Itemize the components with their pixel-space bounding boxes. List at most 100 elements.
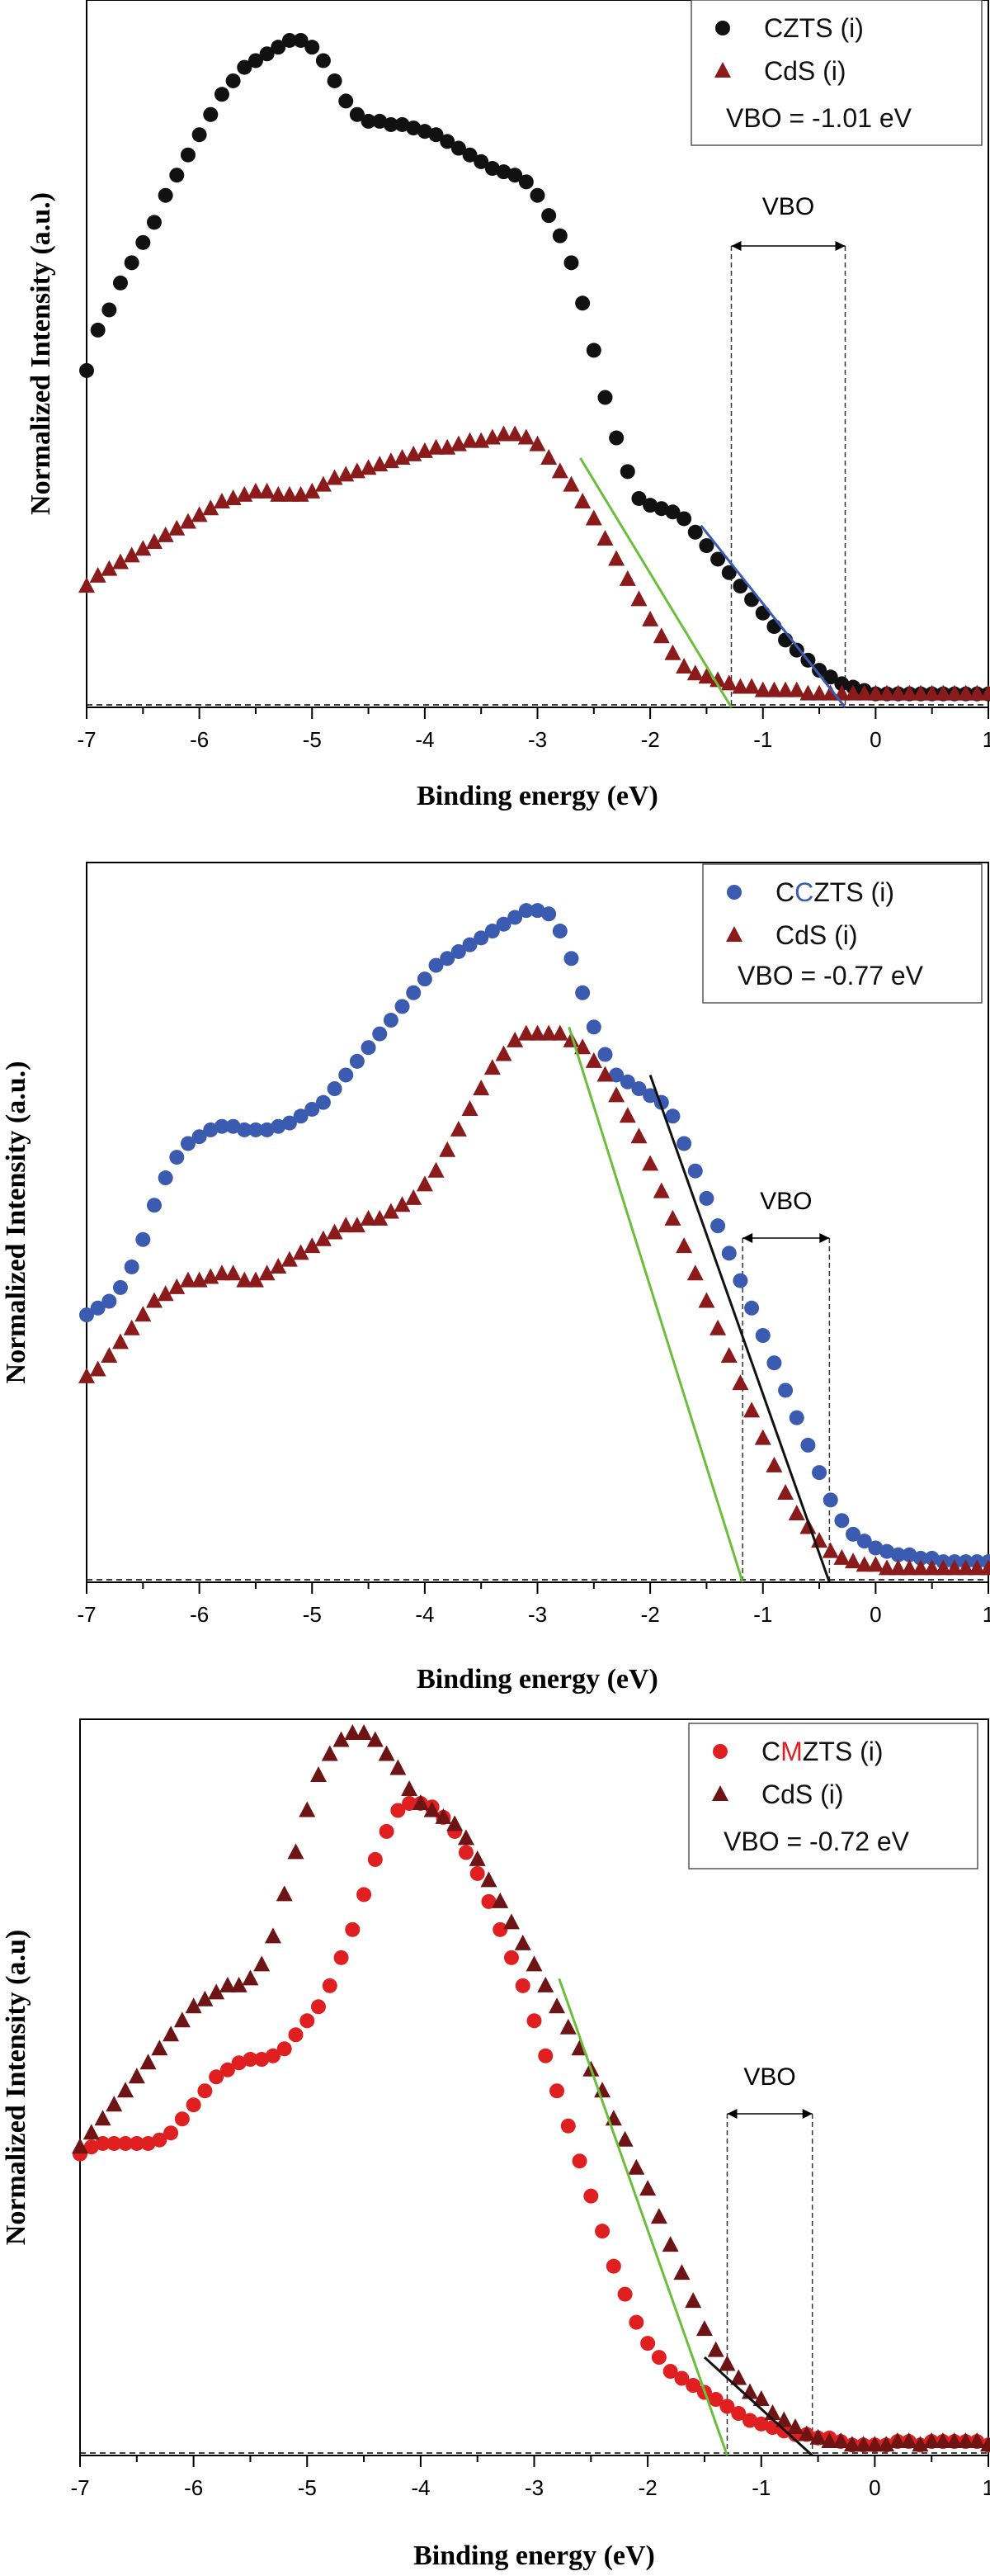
data-point [664,644,681,660]
x-tick-label: 1 [983,727,990,752]
data-point [662,2236,679,2252]
data-point [901,684,918,701]
data-point [674,2370,690,2386]
x-tick-label: -4 [415,727,434,752]
data-point [382,1203,399,1219]
data-point [168,519,186,536]
legend-label-part: M [780,1737,803,1766]
data-point [435,1808,452,1824]
data-point [616,2130,634,2147]
data-point [695,2320,713,2337]
data-point [664,1209,681,1226]
data-point [186,2097,201,2113]
data-point [337,1217,355,1233]
data-point [111,1333,129,1349]
data-point [483,1059,501,1075]
data-point [450,943,466,959]
data-point [686,1264,704,1281]
data-point [583,2188,599,2204]
data-point [529,1024,546,1041]
data-point [492,1892,509,1908]
legend-vbo-note: VBO = -0.77 eV [738,961,924,990]
data-point [180,1136,196,1151]
legend-label: CCZTS (i) [776,877,894,907]
x-tick-label: -2 [641,1602,660,1627]
data-point [265,2048,280,2063]
data-point [322,1978,337,1993]
data-point [732,678,749,694]
data-point [766,681,783,697]
data-point [169,168,185,183]
data-point [247,1271,264,1288]
data-point [788,681,805,697]
vbo-arrowhead-right [819,1233,830,1243]
data-point [517,1024,535,1041]
data-point [157,1285,174,1302]
data-point [653,1182,670,1198]
data-point [450,1120,467,1137]
data-point [832,2432,850,2449]
chart-panel-czts: -7 -6 -5 -4 -3 -2 -1 0 1 Binding energy (eV) Norma… [26,0,990,811]
legend-box [702,863,983,1004]
data-point [259,46,275,62]
data-point [743,1401,761,1418]
data-point [495,425,512,442]
data-point [889,2432,906,2449]
legend-label-part: ZTS (i) [803,1737,884,1766]
data-point [597,1047,613,1062]
data-point [327,1081,342,1097]
data-point [687,524,703,540]
data-point [213,1264,230,1281]
data-point [552,924,568,939]
data-point [225,1118,241,1134]
data-point [913,1550,929,1566]
data-point [540,449,558,466]
data-point [843,2436,860,2452]
legend-label: CdS (i) [776,920,858,950]
data-point [495,1045,512,1061]
legend-marker [712,1785,728,1801]
data-point [146,1198,162,1213]
x-tick-label: -4 [415,1602,434,1627]
data-point [145,1292,163,1308]
data-point [900,2432,917,2449]
data-point [721,1245,737,1261]
data-point [416,1175,433,1192]
x-tick-label: 0 [870,727,881,752]
data-point [537,1976,554,1992]
data-point [372,1026,388,1042]
data-point [106,2096,123,2112]
data-point [708,2392,724,2408]
data-point [271,40,286,55]
data-point [469,1865,485,1881]
data-point [676,1136,692,1151]
data-point [662,2364,678,2380]
data-point [219,2062,235,2077]
data-point [440,951,455,967]
data-point [270,1257,287,1274]
data-point [258,1264,276,1281]
data-point [401,1780,418,1796]
data-point [299,2013,315,2029]
data-point [845,684,862,701]
data-point [609,430,625,446]
fit-line [700,524,846,708]
data-point [259,1122,275,1137]
x-tick-label: -7 [77,1602,96,1627]
data-point [822,1542,839,1558]
data-point [134,1306,152,1322]
data-point [530,903,545,919]
series-film [79,903,990,1570]
legend-box [688,1723,978,1869]
x-axis-title: Binding energy (eV) [417,781,658,811]
data-point [427,1161,445,1178]
data-point [139,2054,157,2070]
data-point [280,485,298,502]
data-point [101,1346,118,1363]
data-point [458,1845,474,1860]
data-point [254,2052,270,2068]
legend-label-part: C [794,877,813,907]
data-point [276,1885,293,1902]
data-point [685,2292,702,2309]
